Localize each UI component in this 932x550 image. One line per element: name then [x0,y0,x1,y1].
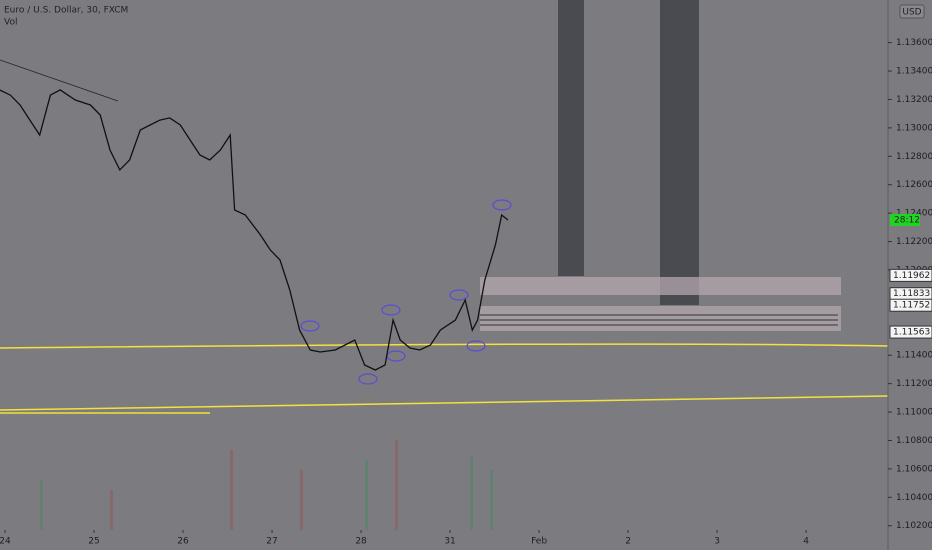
price-label: 1.11833 [893,289,930,299]
y-tick-label: 1.13200 [896,95,932,105]
trend-line [0,59,119,102]
chart-title: Euro / U.S. Dollar, 30, FXCM [4,6,128,16]
volume-area [40,440,493,530]
x-tick-label: 26 [177,537,189,547]
zone [480,306,841,331]
volume-label: Vol [4,18,17,28]
price-label: 1.11752 [893,301,930,311]
y-tick-label: 1.10200 [896,521,932,531]
dark-column [660,0,699,305]
x-tick-label: Feb [531,537,547,547]
ma-line [0,343,889,349]
y-tick-label: 1.13000 [896,123,932,133]
y-tick-label: 1.12600 [896,180,932,190]
dark-column [558,0,584,276]
y-tick-label: 1.12400 [896,209,932,219]
x-tick-label: 24 [0,537,11,547]
x-tick-label: 28 [355,537,367,547]
countdown: 28:12 [894,215,920,225]
y-tick-label: 1.11400 [896,351,932,361]
y-tick-label: 1.12200 [896,237,932,247]
x-tick-label: 2 [625,537,631,547]
y-tick-label: 1.11000 [896,408,932,418]
y-tick-label: 1.12800 [896,152,932,162]
price-line [0,89,509,371]
x-tick-label: 3 [714,537,720,547]
y-tick-label: 1.11200 [896,379,932,389]
x-tick-label: 4 [803,537,809,547]
y-tick-label: 1.13400 [896,67,932,77]
price-label: 1.11962 [893,271,930,281]
countdown-box [890,213,920,226]
currency: USD [902,8,921,18]
price-label-box [889,268,932,282]
x-tick-label: 25 [88,537,99,547]
y-tick-label: 1.10800 [896,436,932,446]
currency-badge [899,4,925,19]
zone [480,277,841,295]
price-label-box [889,298,932,312]
price-label: 1.11563 [893,328,930,338]
y-tick-label: 1.13600 [896,38,932,48]
x-tick-label: 27 [266,537,277,547]
price-label-box [889,325,932,339]
x-tick-label: 31 [444,537,455,547]
y-tick-label: 1.10400 [896,493,932,503]
y-tick-label: 1.10600 [896,464,932,474]
